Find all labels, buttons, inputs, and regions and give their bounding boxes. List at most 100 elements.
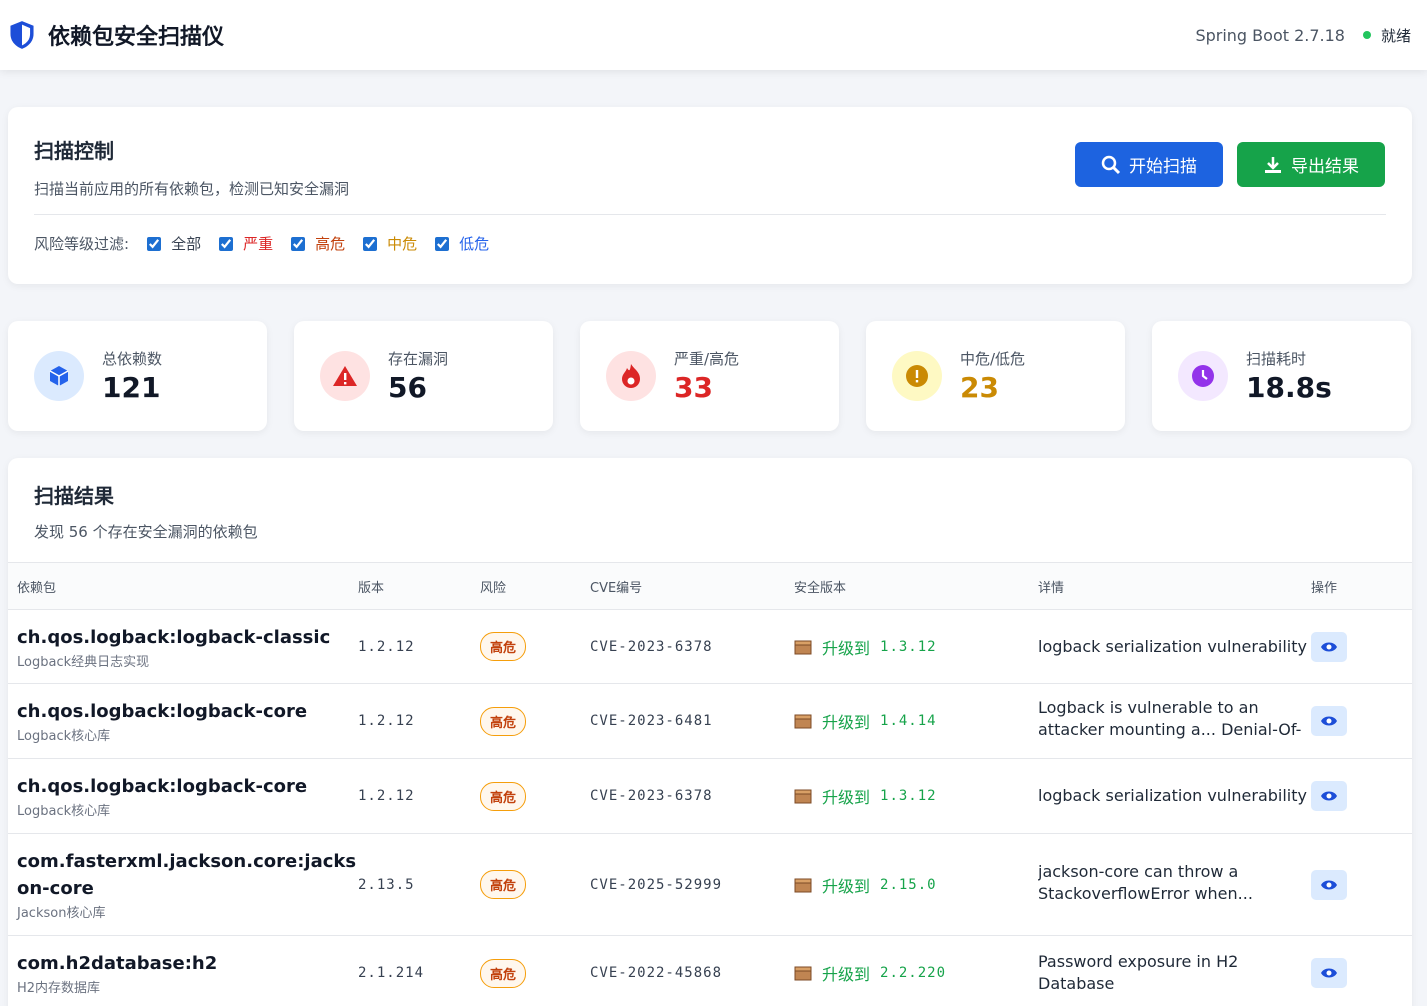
column-header: 版本 — [358, 580, 385, 596]
action-cell — [1311, 781, 1412, 811]
risk-cell: 高危 — [480, 958, 590, 988]
stat-label: 严重/高危 — [674, 350, 740, 368]
package-cell: com.fasterxml.jackson.core:jackson-core J… — [17, 848, 358, 921]
risk-cell: 高危 — [480, 632, 590, 661]
scan-control: 扫描控制 扫描当前应用的所有依赖包，检测已知安全漏洞 开始扫描 导出结果 风险等… — [8, 107, 1412, 284]
filter-checkbox[interactable] — [435, 236, 450, 251]
cve-id: CVE-2023-6378 — [590, 788, 713, 804]
stat-value: 33 — [674, 371, 713, 404]
app-title: 依赖包安全扫描仪 — [48, 25, 225, 50]
table-row: ch.qos.logback:logback-core Logback核心库 1.2… — [8, 683, 1412, 758]
table-row: ch.qos.logback:logback-core Logback核心库 1.2… — [8, 758, 1412, 833]
filter-option: 中危 — [359, 233, 417, 254]
filter-text: 中危 — [387, 235, 418, 253]
table-row: ch.qos.logback:logback-classic Logback经典日… — [8, 609, 1412, 683]
filter-option: 全部 — [143, 233, 201, 254]
package-icon — [794, 712, 812, 730]
column-header: 安全版本 — [794, 580, 847, 596]
cve-id: CVE-2023-6481 — [590, 713, 713, 729]
filter-option: 严重 — [215, 233, 273, 254]
package-name: ch.qos.logback:logback-core — [17, 776, 308, 797]
column-header: 依赖包 — [17, 580, 57, 596]
package-icon — [794, 787, 812, 805]
risk-cell: 高危 — [480, 870, 590, 899]
button-label: 开始扫描 — [1129, 157, 1197, 177]
stat-card: 扫描耗时 18.8s — [1152, 321, 1411, 431]
filter-checkbox[interactable] — [219, 236, 234, 251]
stat-value: 23 — [960, 371, 999, 404]
view-button[interactable] — [1311, 958, 1347, 988]
details: logback serialization vulnerability — [1038, 786, 1307, 805]
action-cell — [1311, 631, 1412, 662]
start-scan-button[interactable]: 开始扫描 — [1075, 142, 1223, 187]
summary: 发现 56 个存在安全漏洞的依赖包 — [34, 523, 258, 541]
version: 1.2.12 — [358, 788, 415, 804]
stat-card: 总依赖数 121 — [8, 321, 267, 431]
safe-version: 1.3.12 — [880, 638, 937, 655]
stat-icon — [1178, 351, 1228, 401]
filter-checkbox[interactable] — [363, 236, 378, 251]
safe-version: 2.2.220 — [880, 965, 947, 981]
safe-version-cell: 升级到 1.4.14 — [794, 709, 1038, 733]
view-button[interactable] — [1311, 631, 1347, 662]
filter-option: 高危 — [287, 233, 345, 254]
stat-value: 121 — [102, 371, 161, 404]
safe-version: 2.15.0 — [880, 876, 937, 893]
view-button[interactable] — [1311, 869, 1347, 900]
stat-text: 中危/低危 23 — [960, 348, 1025, 404]
details: Password exposure in H2 Database — [1038, 952, 1239, 993]
cve-id: CVE-2023-6378 — [590, 638, 713, 655]
safe-version-cell: 升级到 1.3.12 — [794, 784, 1038, 808]
stat-icon — [606, 351, 656, 401]
filter-checkbox[interactable] — [291, 236, 306, 251]
risk-badge: 高危 — [480, 781, 527, 811]
safe-version: 1.3.12 — [880, 788, 937, 804]
package-description: Logback核心库 — [17, 804, 111, 819]
status-dot — [1362, 31, 1371, 39]
package-icon — [794, 638, 812, 656]
package-cell: ch.qos.logback:logback-classic Logback经典日… — [17, 624, 358, 670]
safe-version-cell: 升级到 2.2.220 — [794, 961, 1038, 985]
filter-label: 风险等级过滤: — [34, 235, 130, 253]
filter-text: 低危 — [459, 235, 490, 253]
stat-label: 扫描耗时 — [1246, 350, 1307, 368]
risk-cell: 高危 — [480, 706, 590, 736]
safe-version: 1.4.14 — [880, 713, 937, 729]
filter-option: 低危 — [431, 233, 489, 254]
column-header: CVE编号 — [590, 580, 643, 596]
stat-text: 存在漏洞 56 — [388, 348, 448, 404]
risk-badge: 高危 — [480, 632, 527, 661]
package-icon — [794, 964, 812, 982]
view-button[interactable] — [1311, 781, 1347, 811]
package-name: com.h2database:h2 — [17, 953, 218, 974]
filter-text: 严重 — [243, 235, 274, 253]
stat-label: 总依赖数 — [102, 350, 163, 368]
filter-text: 全部 — [171, 235, 202, 253]
package-icon — [794, 876, 812, 894]
version: 1.2.12 — [358, 713, 415, 729]
table-row: com.h2database:h2 H2内存数据库 2.1.214 高危 CVE-202… — [8, 935, 1412, 1006]
table-header: 依赖包 版本 风险 CVE编号 安全版本 详情 操作 — [8, 562, 1412, 609]
risk-cell: 高危 — [480, 781, 590, 811]
upgrade-label: 升级到 — [822, 965, 871, 984]
version: 2.13.5 — [358, 876, 415, 893]
stat-label: 存在漏洞 — [388, 350, 449, 368]
cve-id: CVE-2025-52999 — [590, 876, 723, 893]
version: 1.2.12 — [358, 638, 415, 655]
version: 2.1.214 — [358, 965, 425, 981]
upgrade-label: 升级到 — [822, 788, 871, 807]
risk-badge: 高危 — [480, 958, 527, 988]
description: 扫描当前应用的所有依赖包，检测已知安全漏洞 — [34, 180, 350, 198]
stat-text: 扫描耗时 18.8s — [1246, 348, 1332, 404]
export-button[interactable]: 导出结果 — [1237, 142, 1385, 187]
view-button[interactable] — [1311, 706, 1347, 736]
risk-badge: 高危 — [480, 706, 527, 736]
cve-id: CVE-2022-45868 — [590, 965, 723, 981]
button-label: 导出结果 — [1291, 157, 1359, 177]
filter-text: 高危 — [315, 235, 346, 253]
details: jackson-core can throw a StackoverflowEr… — [1038, 861, 1253, 909]
filter-checkbox[interactable] — [147, 236, 162, 251]
action-cell — [1311, 869, 1412, 900]
package-description: Logback核心库 — [17, 729, 111, 744]
